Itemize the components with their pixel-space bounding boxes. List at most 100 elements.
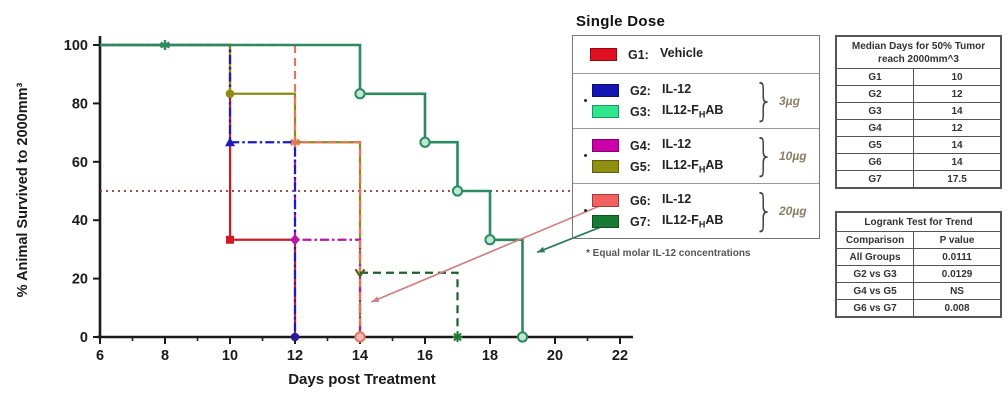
y-axis-title: % Animal Survived to 2000mm³ <box>15 83 31 298</box>
dose-label: 10µg <box>779 149 807 163</box>
group-code: G7: <box>630 214 651 229</box>
asterisk-bullet: • <box>583 150 588 162</box>
color-swatch-g7 <box>592 215 619 228</box>
median-table-title-line2: reach 2000mm^3 <box>878 53 959 65</box>
brace-glyph: } <box>754 75 774 126</box>
x-tick-label: 6 <box>96 348 104 364</box>
marker-diamond <box>290 234 300 246</box>
dose-label: 20µg <box>779 204 807 218</box>
x-tick-label: 14 <box>352 348 368 364</box>
annotation-arrowhead <box>371 296 380 302</box>
legend-entry-g1: G1: Vehicle <box>590 44 776 65</box>
table-title-row: Median Days for 50% Tumor reach 2000mm^3 <box>836 36 1001 69</box>
group-name: Vehicle <box>660 46 704 61</box>
group-code: G3: <box>630 104 651 119</box>
color-swatch-g4 <box>592 139 619 152</box>
marker-circle <box>290 332 300 342</box>
group-code: G6: <box>630 193 651 208</box>
group-name: IL-12 <box>662 137 692 152</box>
table-row: G2 12 <box>835 85 1001 103</box>
table-row: G5 14 <box>835 136 1001 154</box>
table-header-row: Comparison P value <box>835 231 1001 249</box>
annotation-arrow <box>371 204 601 303</box>
legend-entry-g4: G4: IL-12 <box>592 135 748 156</box>
y-tick-label: 0 <box>80 330 88 346</box>
marker-square <box>226 235 234 244</box>
marker-open-circle <box>354 331 366 343</box>
asterisk-bullet: • <box>583 205 588 217</box>
color-swatch-g5 <box>592 160 619 173</box>
median-table-title-line1: Median Days for 50% Tumor <box>851 40 986 52</box>
marker-open-circle <box>419 136 431 148</box>
marker-circle <box>225 89 235 99</box>
group-name: IL12-FHAB <box>662 213 724 230</box>
marker-open-circle <box>484 234 496 246</box>
dose-legend: Single Dose G1: Vehicle • <box>572 13 820 259</box>
marker-open-circle <box>451 185 464 197</box>
table-row: G3 14 <box>835 102 1001 120</box>
logrank-table-title: Logrank Test for Trend <box>836 212 1001 232</box>
table-row: G6 14 <box>835 153 1001 171</box>
y-tick-label: 60 <box>72 155 88 171</box>
annotation-arrowhead <box>537 246 546 253</box>
survival-chart-svg: 0 20 40 60 80 100 6 8 10 12 14 16 18 20 22 Days post Tr… <box>15 36 633 388</box>
table-row: G7 17.5 <box>835 170 1001 188</box>
series-g4 <box>293 142 362 337</box>
legend-row-10ug: • G4: IL-12 G5: IL12-FHAB } 10µg <box>573 128 819 183</box>
color-swatch-g3 <box>592 105 619 118</box>
marker-star <box>453 332 462 342</box>
table-row: G4 vs G5 NS <box>835 282 1001 300</box>
x-axis-title: Days post Treatment <box>288 371 436 388</box>
table-row: G4 12 <box>835 119 1001 137</box>
legend-footnote: * Equal molar IL-12 concentrations <box>586 248 751 259</box>
table-row: G2 vs G3 0.0129 <box>835 265 1001 283</box>
legend-title: Single Dose <box>576 13 666 30</box>
brace-glyph: } <box>754 185 774 236</box>
table-row: G1 10 <box>835 68 1001 86</box>
table-row: G6 vs G7 0.008 <box>835 299 1001 317</box>
legend-box: G1: Vehicle • G2: IL-12 <box>572 35 820 239</box>
legend-row-20ug: • G6: IL-12 G7: IL12-FHAB } 20µg <box>573 183 819 238</box>
table-row: All Groups 0.0111 <box>835 248 1001 266</box>
x-tick-label: 12 <box>287 348 303 364</box>
y-tick-label: 20 <box>72 272 88 288</box>
color-swatch-g2 <box>592 84 619 97</box>
col-header: Comparison <box>835 231 915 249</box>
group-name: IL-12 <box>662 82 692 97</box>
series-g3 <box>360 271 459 337</box>
legend-entry-g7: G7: IL12-FHAB <box>592 211 748 232</box>
marker-triangle <box>225 137 235 147</box>
asterisk-bullet: • <box>583 95 588 107</box>
legend-entry-g6: G6: IL-12 <box>592 190 748 211</box>
group-code: G1: <box>628 47 649 62</box>
color-swatch-g6 <box>592 194 619 207</box>
dose-label: 3µg <box>779 94 800 108</box>
y-tick-label: 80 <box>72 96 88 112</box>
median-days-table: Median Days for 50% Tumor reach 2000mm^3… <box>835 36 1001 188</box>
col-header: P value <box>913 231 1001 249</box>
group-code: G5: <box>630 159 651 174</box>
legend-entry-g2: G2: IL-12 <box>592 80 748 101</box>
x-tick-label: 22 <box>612 348 628 364</box>
color-swatch-g1 <box>590 48 617 61</box>
series-g7 <box>100 43 524 337</box>
legend-row-3ug: • G2: IL-12 G3: IL12-FHAB } 3µg <box>573 73 819 128</box>
group-code: G4: <box>630 138 651 153</box>
x-tick-label: 8 <box>161 348 169 364</box>
x-tick-label: 20 <box>547 348 563 364</box>
group-name: IL-12 <box>662 192 692 207</box>
group-name: IL12-FHAB <box>662 158 724 175</box>
marker-star <box>160 41 170 49</box>
group-code: G2: <box>630 83 651 98</box>
marker-star <box>290 138 300 146</box>
series-g2 <box>100 43 297 337</box>
y-tick-label: 40 <box>72 213 88 229</box>
x-tick-label: 10 <box>222 348 238 364</box>
logrank-table: Logrank Test for Trend Comparison P valu… <box>835 212 1001 317</box>
group-name: IL12-FHAB <box>662 103 724 120</box>
table-title-row: Logrank Test for Trend <box>836 212 1001 232</box>
marker-open-circle <box>354 88 366 100</box>
legend-entry-g5: G5: IL12-FHAB <box>592 156 748 177</box>
marker-open-circle <box>516 331 529 343</box>
